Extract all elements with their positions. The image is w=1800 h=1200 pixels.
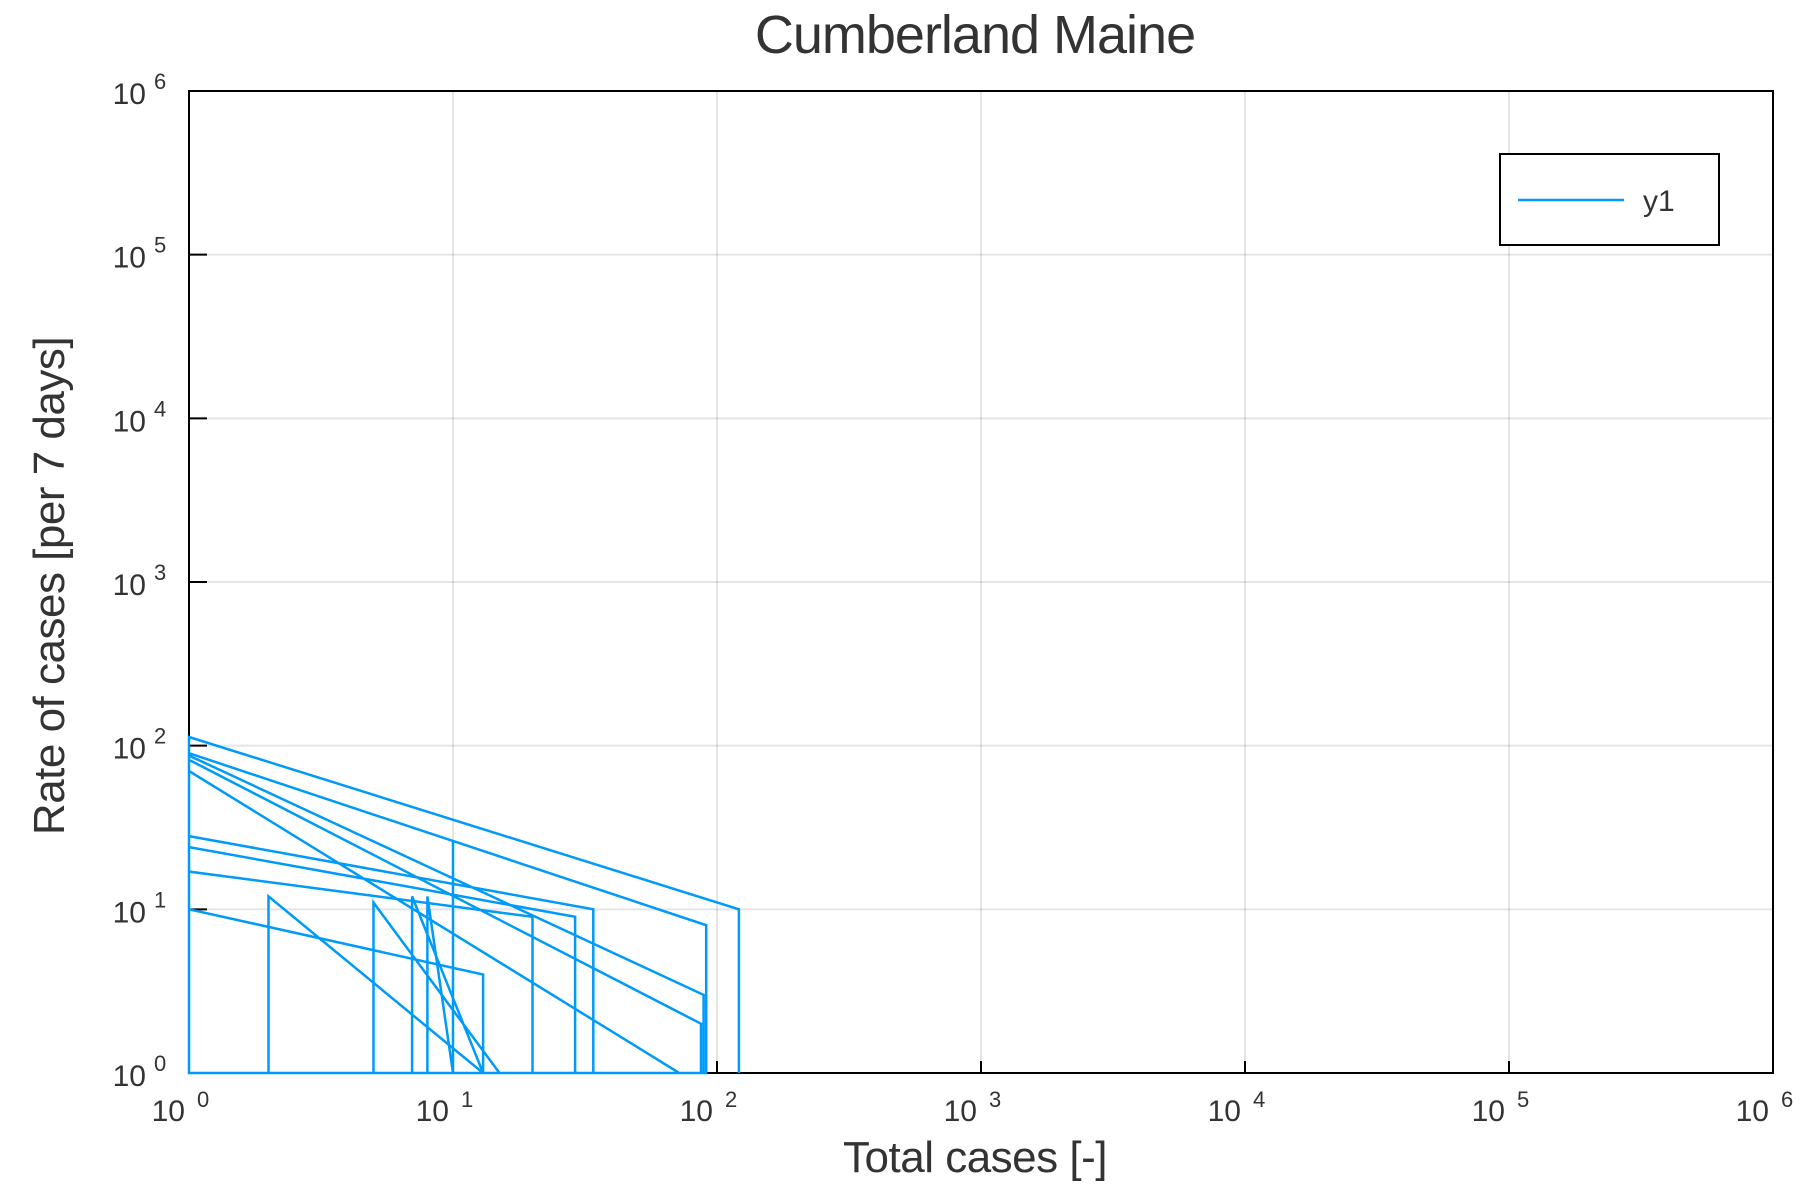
y-tick-exponent: 3 [154, 560, 166, 585]
chart-title: Cumberland Maine [755, 5, 1195, 65]
x-tick-exponent: 4 [1253, 1087, 1265, 1112]
x-tick-label: 10 [416, 1095, 449, 1128]
x-tick-label: 10 [152, 1095, 185, 1128]
legend: y1 [1499, 153, 1720, 246]
x-tick-label: 10 [1208, 1095, 1241, 1128]
x-tick-exponent: 6 [1781, 1087, 1793, 1112]
y-tick-label: 10 [113, 896, 146, 929]
legend-label-y1: y1 [1643, 185, 1675, 218]
series-line-y1 [187, 735, 741, 1075]
x-tick-exponent: 5 [1517, 1087, 1529, 1112]
x-tick-label: 10 [680, 1095, 713, 1128]
x-tick-label: 10 [944, 1095, 977, 1128]
y-tick-label: 10 [113, 405, 146, 438]
y-tick-exponent: 5 [154, 233, 166, 258]
y-tick-exponent: 4 [154, 396, 166, 421]
y-tick-exponent: 2 [154, 724, 166, 749]
x-tick-exponent: 2 [725, 1087, 737, 1112]
x-tick-label: 10 [1736, 1095, 1769, 1128]
y-tick-label: 10 [113, 1060, 146, 1093]
x-tick-exponent: 0 [197, 1087, 209, 1112]
y-tick-label: 10 [113, 569, 146, 602]
y-tick-exponent: 1 [154, 887, 166, 912]
x-tick-label: 10 [1472, 1095, 1505, 1128]
y-tick-label: 10 [113, 733, 146, 766]
x-tick-exponent: 1 [461, 1087, 473, 1112]
y-axis-label: Rate of cases [per 7 days] [25, 337, 74, 835]
y-tick-label: 10 [113, 78, 146, 111]
series-layer [187, 735, 741, 1075]
y-tick-exponent: 0 [154, 1051, 166, 1076]
y-tick-exponent: 6 [154, 69, 166, 94]
x-tick-exponent: 3 [989, 1087, 1001, 1112]
x-axis-label: Total cases [-] [843, 1133, 1107, 1182]
y-tick-label: 10 [113, 242, 146, 275]
